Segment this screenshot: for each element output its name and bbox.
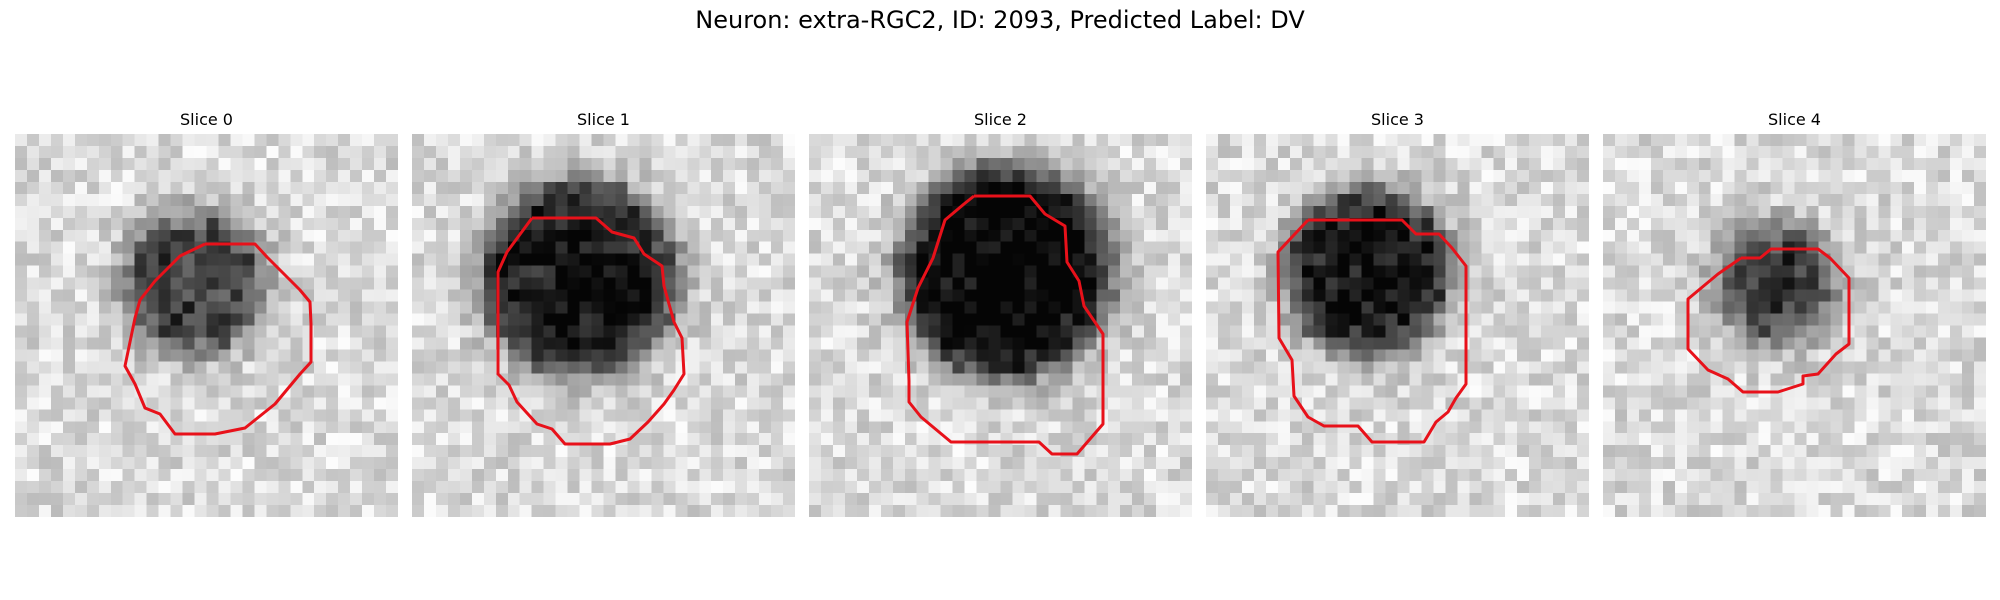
slice-image-1 [412,134,795,517]
slice-panel-2: Slice 2 [809,108,1192,517]
slice-image-2 [809,134,1192,517]
cell-contour-3 [1276,218,1468,444]
slice-panel-1: Slice 1 [412,108,795,517]
cell-contour-4 [1686,247,1851,394]
slice-panel-4: Slice 4 [1603,108,1986,517]
slice-panel-0: Slice 0 [15,108,398,517]
slice-title-3: Slice 3 [1371,110,1424,129]
slice-image-4 [1603,134,1986,517]
slice-panel-3: Slice 3 [1206,108,1589,517]
slice-title-4: Slice 4 [1768,110,1821,129]
contour-overlay-4 [1686,247,1851,394]
contour-overlay-1 [496,216,686,446]
figure-title: Neuron: extra-RGC2, ID: 2093, Predicted … [695,6,1305,34]
slice-image-3 [1206,134,1589,517]
slice-image-0 [15,134,398,517]
cell-contour-2 [905,194,1105,456]
cell-contour-1 [496,216,686,446]
slice-title-1: Slice 1 [577,110,630,129]
micrograph-2 [809,134,1192,517]
cell-contour-0 [123,242,313,436]
micrograph-0 [15,134,398,517]
micrograph-3 [1206,134,1589,517]
contour-overlay-0 [123,242,313,436]
slice-title-2: Slice 2 [974,110,1027,129]
contour-overlay-3 [1276,218,1468,444]
micrograph-1 [412,134,795,517]
contour-overlay-2 [905,194,1105,456]
slice-title-0: Slice 0 [180,110,233,129]
micrograph-4 [1603,134,1986,517]
